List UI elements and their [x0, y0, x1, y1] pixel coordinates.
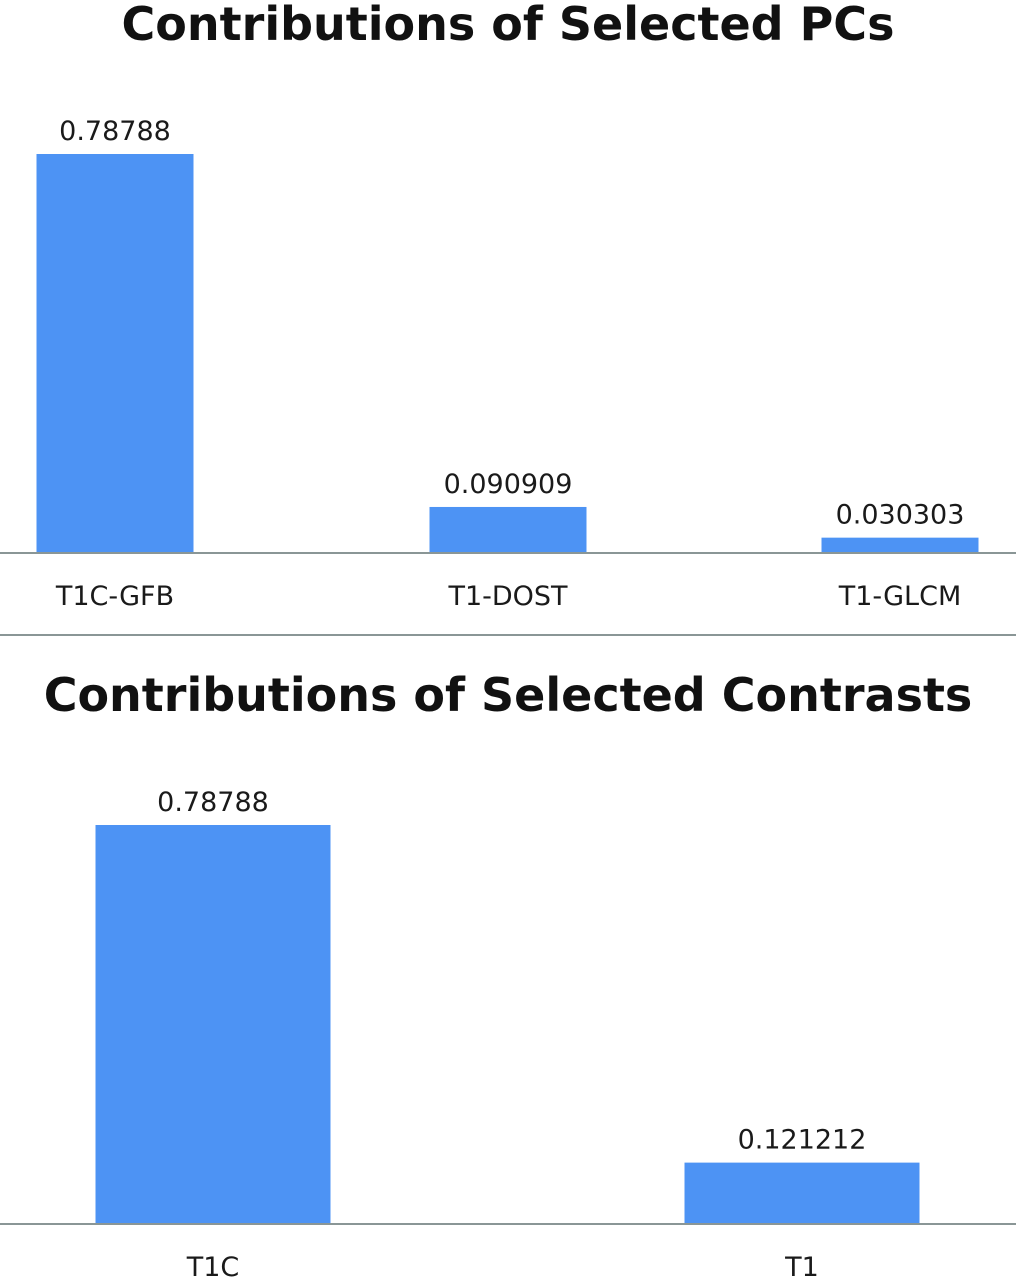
- x-tick-label: T1-DOST: [447, 581, 568, 612]
- tick-label-group: T1C T1: [186, 1252, 819, 1280]
- data-label: 0.030303: [836, 500, 965, 531]
- data-label: 0.78788: [59, 116, 171, 147]
- bar-group: [36, 154, 979, 553]
- x-tick-label: T1C-GFB: [55, 581, 174, 612]
- x-tick-label: T1-GLCM: [838, 581, 962, 612]
- chart-pcs: Contributions of Selected PCs 0.78788 0.0…: [0, 0, 1016, 612]
- x-tick-label: T1C: [186, 1252, 240, 1280]
- data-label: 0.121212: [738, 1125, 867, 1156]
- chart-title: Contributions of Selected Contrasts: [44, 668, 973, 722]
- bar-t1c: [95, 825, 331, 1224]
- data-label-group: 0.78788 0.090909 0.030303: [59, 116, 964, 531]
- bar-t1-dost: [429, 506, 587, 553]
- data-label: 0.78788: [157, 787, 269, 818]
- tick-label-group: T1C-GFB T1-DOST T1-GLCM: [55, 581, 961, 612]
- data-label: 0.090909: [444, 469, 573, 500]
- bar-t1c-gfb: [36, 154, 194, 553]
- bar-t1: [684, 1162, 920, 1224]
- data-label-group: 0.78788 0.121212: [157, 787, 866, 1156]
- x-tick-label: T1: [784, 1252, 819, 1280]
- bar-t1-glcm: [821, 537, 979, 553]
- chart-title: Contributions of Selected PCs: [122, 0, 895, 51]
- chart-contrasts: Contributions of Selected Contrasts 0.78…: [0, 668, 1016, 1280]
- bar-group: [95, 825, 920, 1224]
